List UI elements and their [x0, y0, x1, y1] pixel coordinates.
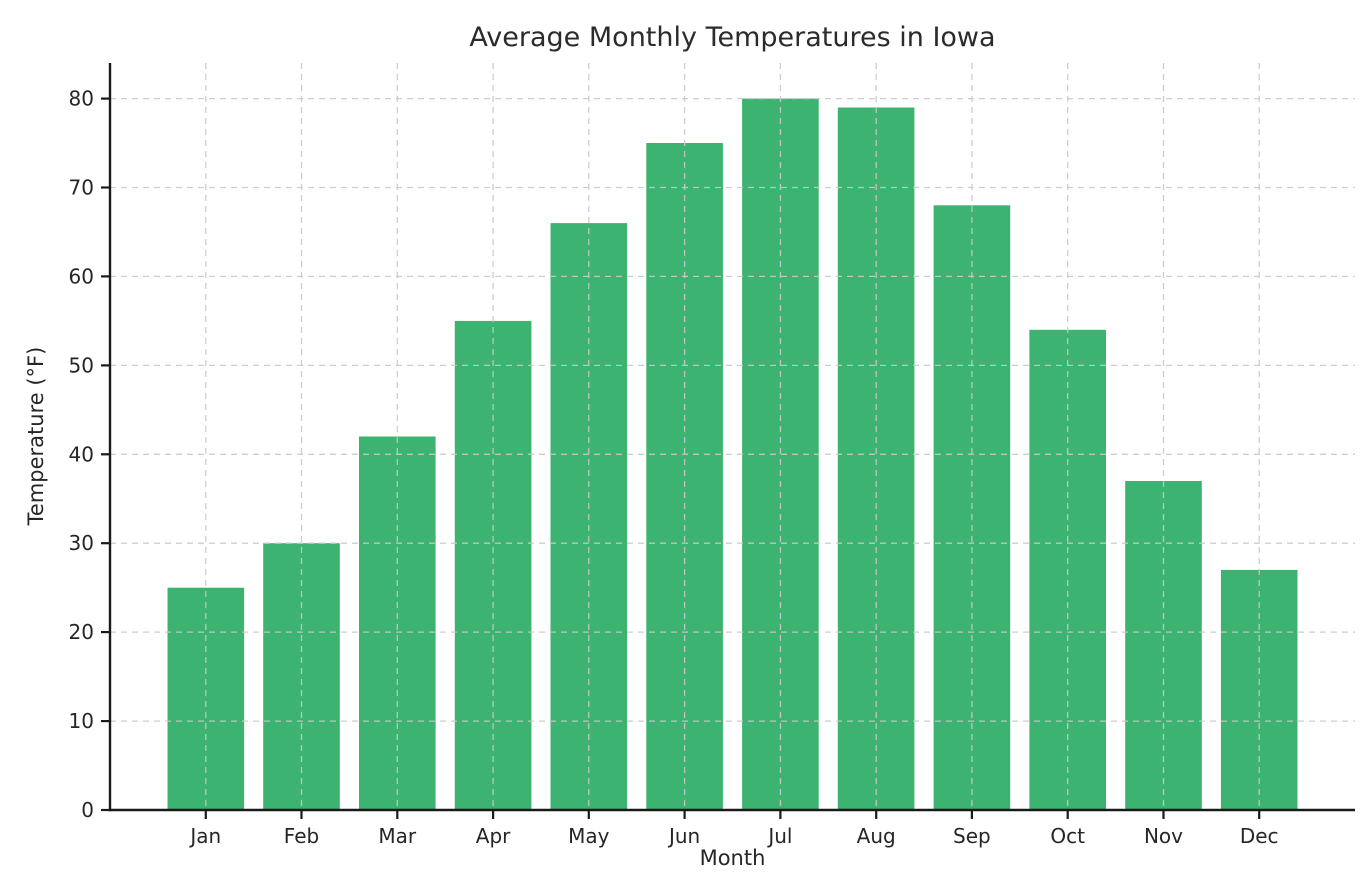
- y-tick-label-60: 60: [69, 264, 94, 288]
- x-tick-label-mar: Mar: [378, 824, 417, 848]
- x-tick-label-jul: Jul: [766, 824, 792, 848]
- x-tick-label-aug: Aug: [857, 824, 896, 848]
- chart-title: Average Monthly Temperatures in Iowa: [469, 22, 996, 53]
- y-tick-label-40: 40: [69, 442, 94, 466]
- x-tick-label-oct: Oct: [1050, 824, 1085, 848]
- y-tick-label-10: 10: [69, 709, 94, 733]
- x-tick-label-apr: Apr: [476, 824, 511, 848]
- x-tick-label-jan: Jan: [188, 824, 221, 848]
- y-tick-label-30: 30: [69, 531, 94, 555]
- bar-feb: [263, 543, 340, 810]
- x-tick-label-sep: Sep: [953, 824, 991, 848]
- y-tick-label-80: 80: [69, 87, 94, 111]
- x-tick-label-jun: Jun: [667, 824, 700, 848]
- y-tick-label-20: 20: [69, 620, 94, 644]
- y-tick-label-0: 0: [81, 798, 94, 822]
- y-tick-label-70: 70: [69, 176, 94, 200]
- x-tick-label-dec: Dec: [1240, 824, 1279, 848]
- bar-jan: [167, 587, 245, 810]
- x-tick-label-nov: Nov: [1144, 824, 1183, 848]
- x-axis-label: Month: [699, 846, 766, 870]
- y-tick-label-50: 50: [69, 353, 94, 377]
- x-tick-label-may: May: [568, 824, 610, 848]
- bar-nov: [1125, 481, 1202, 810]
- x-tick-label-feb: Feb: [284, 824, 319, 848]
